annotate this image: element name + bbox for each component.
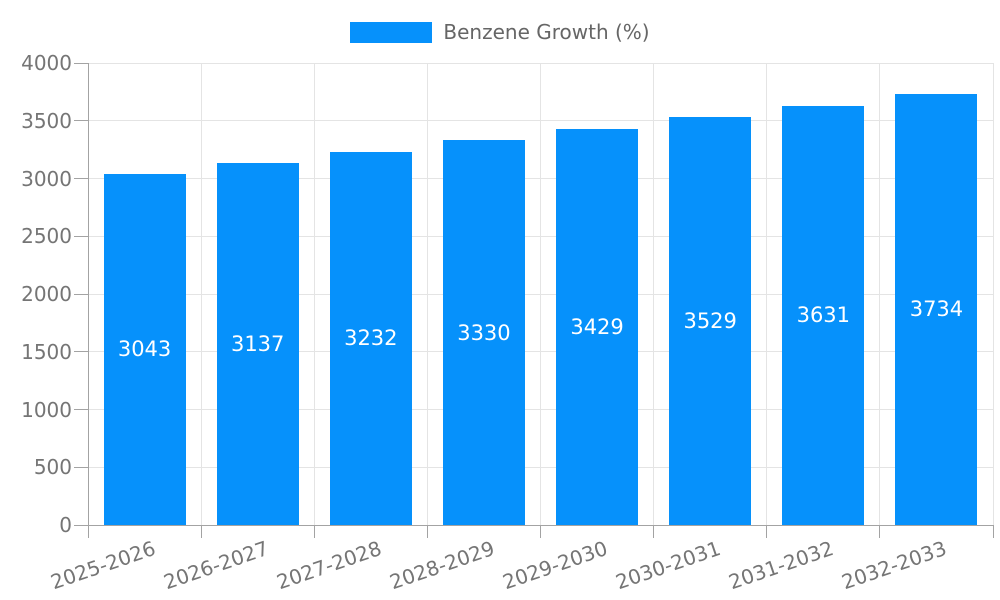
y-tick-label: 0	[59, 513, 72, 537]
bar	[782, 105, 865, 525]
legend-label: Benzene Growth (%)	[443, 20, 650, 44]
y-tick	[74, 351, 88, 353]
x-axis-line	[74, 524, 993, 526]
x-tick-label: 2029-2030	[499, 536, 611, 595]
y-tick	[74, 178, 88, 179]
bar	[556, 128, 639, 525]
y-tick	[74, 293, 88, 295]
y-tick-label: 3000	[21, 166, 72, 191]
x-tick	[540, 525, 541, 538]
bar-value-label: 3529	[683, 309, 737, 334]
x-tick-label: 2030-2031	[612, 536, 724, 595]
x-tick-label: 2025-2026	[47, 536, 159, 595]
x-tick-label: 2026-2027	[160, 536, 272, 595]
y-axis-line	[87, 63, 89, 538]
y-tick	[74, 120, 88, 122]
x-tick-label: 2027-2028	[273, 536, 385, 595]
y-tick-label: 4000	[21, 51, 72, 75]
bar	[895, 93, 978, 525]
y-tick	[74, 409, 88, 410]
x-tick	[653, 525, 655, 538]
x-tick	[766, 525, 768, 538]
bar-value-label: 3137	[230, 331, 285, 356]
gridline-v	[766, 63, 768, 525]
y-tick-label: 2000	[21, 282, 72, 306]
x-tick	[200, 525, 202, 538]
gridline-v	[992, 63, 994, 525]
x-tick	[879, 525, 881, 538]
y-tick-label: 500	[33, 455, 72, 480]
gridline-v	[426, 63, 428, 525]
bar	[329, 151, 412, 525]
bar-value-label: 3631	[796, 303, 851, 328]
bar	[216, 162, 299, 525]
gridline-v	[200, 63, 202, 525]
x-tick	[426, 525, 428, 538]
x-tick-label: 2031-2032	[725, 536, 837, 595]
x-tick	[992, 525, 994, 538]
bar-value-label: 3043	[117, 337, 172, 362]
bar	[103, 173, 186, 525]
bar	[669, 117, 752, 525]
bar-value-label: 3429	[570, 314, 624, 339]
bar-value-label: 3232	[344, 326, 398, 351]
y-tick	[74, 235, 88, 237]
y-tick-label: 1500	[21, 339, 72, 364]
gridline-v	[540, 63, 541, 525]
y-tick-label: 1000	[21, 397, 72, 422]
x-tick-label: 2028-2029	[386, 536, 498, 595]
bar	[442, 140, 525, 525]
bar-value-label: 3330	[457, 320, 511, 345]
gridline-v	[653, 63, 655, 525]
y-tick	[74, 466, 88, 468]
gridline-v	[313, 63, 315, 525]
legend-swatch	[350, 22, 433, 43]
gridline-v	[879, 63, 881, 525]
x-tick	[313, 525, 315, 538]
y-tick-label: 2500	[21, 224, 72, 249]
y-tick	[74, 62, 88, 64]
bar-value-label: 3734	[909, 297, 964, 322]
y-tick-label: 3500	[21, 108, 72, 133]
x-tick-label: 2032-2033	[839, 536, 950, 595]
chart-legend[interactable]: Benzene Growth (%)	[0, 20, 1000, 45]
